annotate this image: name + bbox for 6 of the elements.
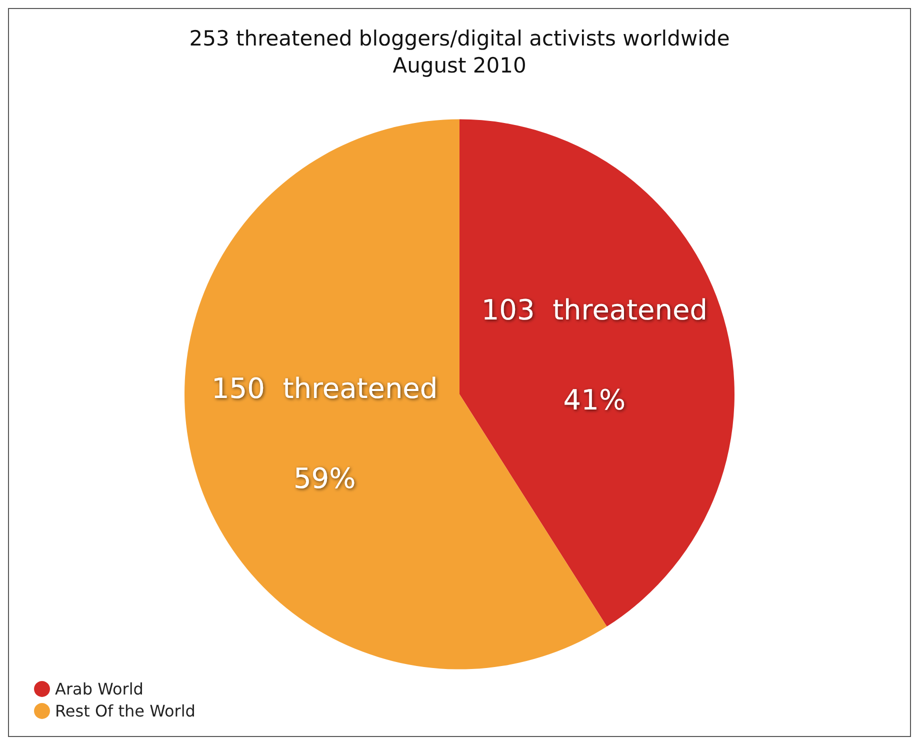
text: 150 threatened 59% <box>211 372 438 496</box>
legend-label: Rest Of the World <box>55 702 196 720</box>
chart-title: 253 threatened bloggers/digital activists worldwide <box>189 26 730 50</box>
legend-label: Arab World <box>55 680 144 698</box>
text: 103 threatened 41% <box>481 294 708 417</box>
chart-subtitle: August 2010 <box>392 54 526 78</box>
